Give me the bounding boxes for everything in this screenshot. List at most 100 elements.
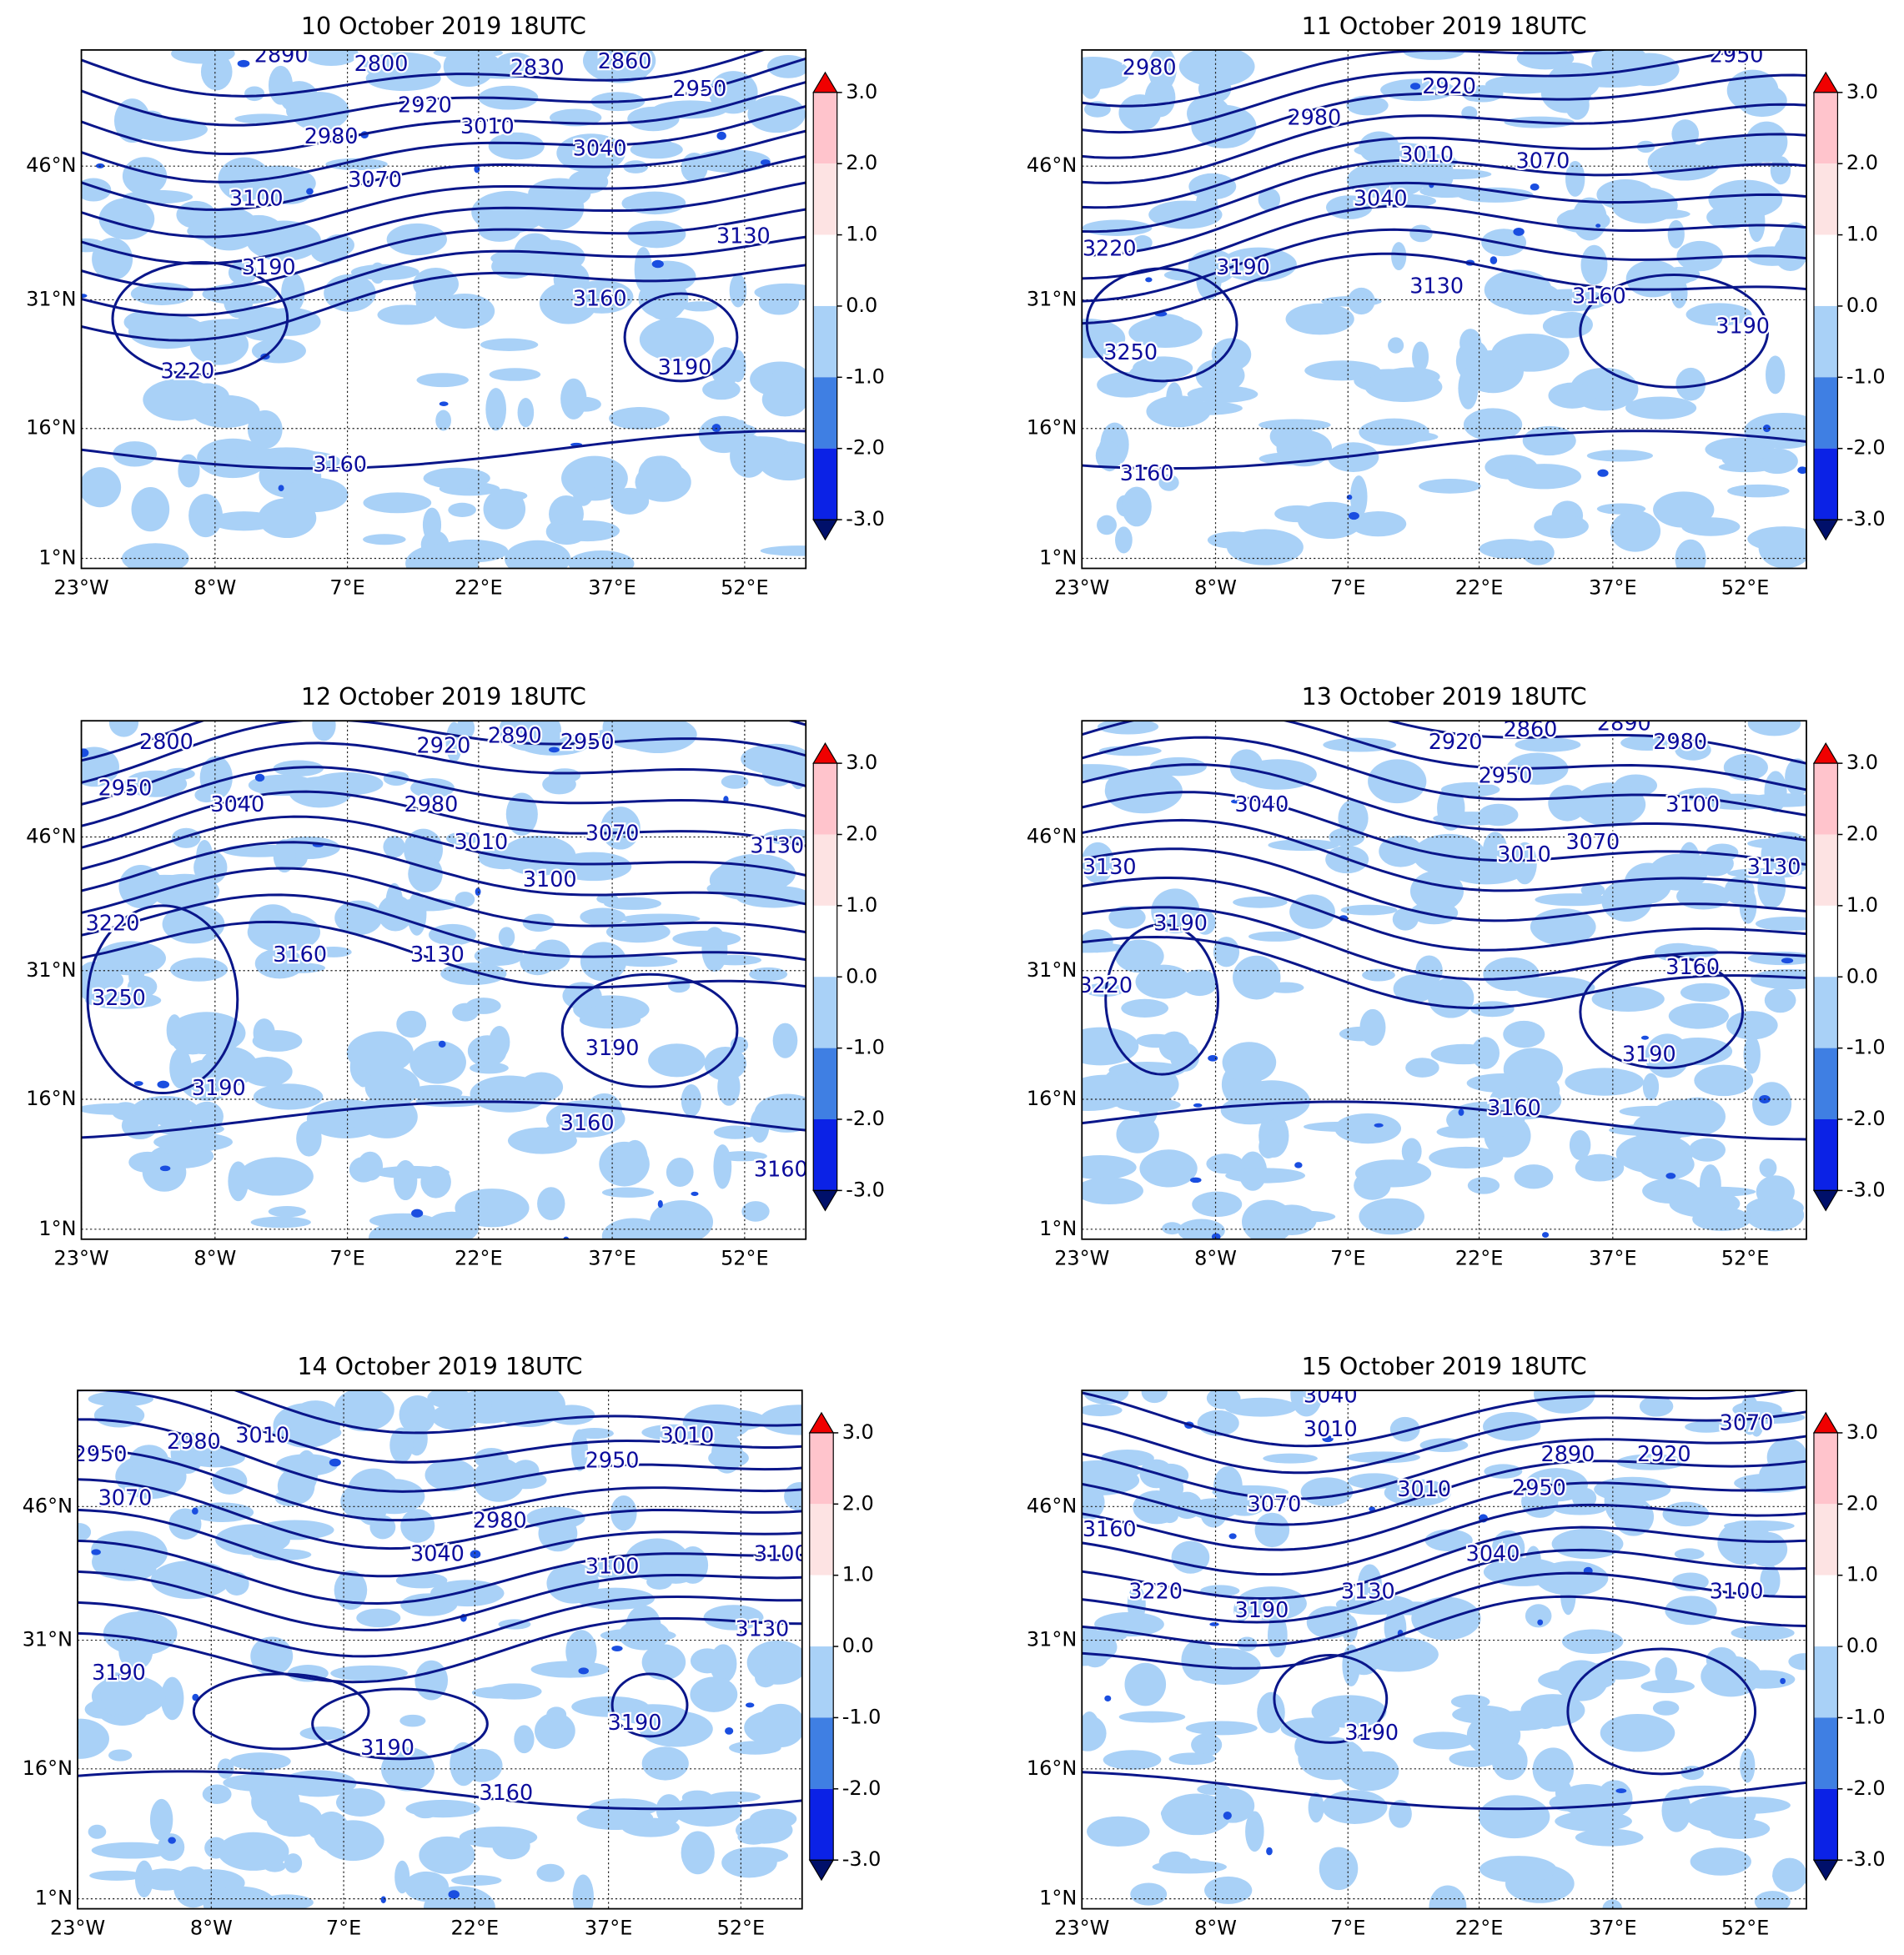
shading-blob [202, 1784, 232, 1804]
shading-blob [1565, 89, 1590, 120]
shading-blob [1746, 1531, 1788, 1567]
shading-blob [1788, 1653, 1806, 1671]
contour-label: 3100 [585, 1555, 640, 1580]
shading-blob [1723, 754, 1768, 781]
shading-blob [113, 98, 151, 143]
shading-blob [284, 1853, 303, 1873]
contour-label: 2830 [510, 55, 565, 80]
shading-blob [1342, 1644, 1360, 1686]
shading-blob [471, 1686, 523, 1699]
shading-blob [1575, 1153, 1625, 1182]
shading-blob [1632, 1112, 1687, 1144]
shading-blob [1409, 870, 1464, 912]
contour-label: 3040 [1354, 187, 1408, 212]
shading-blob [1082, 1485, 1105, 1520]
shading-blob [1600, 1663, 1628, 1677]
lat-label: 16°N [1027, 416, 1077, 440]
shading-blob [1653, 491, 1715, 528]
shading-blob [310, 771, 384, 796]
map-panel: 2860 2890 2920 2980 2950 3040 3100 3010 3070 3130… [1082, 721, 1806, 1239]
contour-line [78, 1418, 802, 1493]
contour-label: 3190 [1153, 911, 1208, 936]
shading-blob [1118, 1711, 1186, 1723]
shading-blob [330, 1665, 408, 1681]
shading-blob [489, 1026, 510, 1058]
shading-blob [1300, 1477, 1354, 1506]
contour-label: 2950 [1479, 764, 1533, 789]
shading-blob [1158, 1031, 1190, 1061]
shading-spot [1458, 1108, 1464, 1116]
shading-blob [1378, 431, 1439, 443]
shading-blob [681, 301, 718, 312]
shading-blob [1412, 341, 1429, 373]
shading-blob [565, 1630, 597, 1673]
shading-blob [264, 1860, 286, 1872]
shading-blob [1428, 977, 1474, 1018]
shading-spot [411, 1209, 424, 1218]
lat-label: 31°N [23, 1628, 73, 1651]
shading-blob [713, 1144, 732, 1189]
colorbar-tick-label: -3.0 [1846, 507, 1886, 530]
shading-blob [1772, 1868, 1806, 1884]
shading-spot [1193, 1103, 1203, 1108]
colorbar-extend-min [808, 1859, 835, 1882]
shading-blob [1761, 832, 1806, 877]
contour-line [1579, 274, 1770, 389]
contour-line [81, 208, 806, 291]
colorbar-tick-label: 3.0 [1846, 751, 1878, 774]
shading-blob [118, 865, 163, 908]
shading-blob [1257, 1691, 1285, 1734]
shading-blob [1377, 193, 1437, 209]
colorbar-tick-label: -3.0 [846, 1178, 885, 1201]
shading-blob [474, 946, 524, 966]
shading-spot [1537, 1619, 1544, 1626]
shading-blob [1706, 1646, 1737, 1673]
lon-label: 8°W [1194, 1247, 1237, 1270]
shading-blob [596, 893, 619, 904]
contour-label: 3040 [410, 1542, 465, 1567]
shading-blob [1532, 1747, 1575, 1792]
shading-blob [1675, 739, 1711, 761]
contour-label: 3250 [1103, 340, 1158, 365]
contour-line [78, 1508, 802, 1578]
shading-blob [247, 410, 283, 450]
shading-blob [1446, 1101, 1525, 1138]
shading-blob [1600, 1713, 1675, 1752]
contour-line [78, 1448, 802, 1522]
shading-blob [1118, 94, 1162, 132]
contour-label: 3160 [1572, 284, 1626, 309]
lat-label: 46°N [1027, 153, 1077, 177]
shading-blob [1391, 242, 1407, 270]
shading-blob [363, 492, 432, 514]
shading-blob [1304, 360, 1381, 381]
shading-blob [290, 92, 349, 131]
colorbar-segment [813, 163, 837, 235]
contour-label: 3040 [1304, 1383, 1358, 1408]
shading-blob [1334, 1113, 1402, 1144]
contour-label: 3040 [573, 137, 627, 162]
contour-line [1082, 252, 1806, 325]
shading-blob [100, 1672, 132, 1715]
shading-blob [1122, 486, 1152, 527]
colorbar-segment [809, 1504, 834, 1576]
shading-blob [356, 1608, 401, 1628]
shading-blob [1389, 1416, 1420, 1442]
shading-blob [601, 1187, 655, 1198]
shading-blob [118, 1633, 153, 1671]
map-frame [80, 720, 807, 1240]
shading-blob [78, 1523, 92, 1541]
contour-label: 2800 [354, 52, 409, 77]
shading-blob [495, 52, 535, 75]
contour-label: 3010 [1304, 1417, 1358, 1442]
shading-blob [711, 1433, 743, 1474]
lat-label: 31°N [26, 958, 76, 982]
contour-line [1082, 1771, 1806, 1811]
shading-blob [89, 1870, 144, 1881]
shading-blob [600, 1628, 676, 1643]
colorbar-segment [813, 1048, 837, 1119]
contour-label: 3070 [348, 168, 402, 193]
shading-blob [409, 1040, 466, 1084]
shading-blob [485, 388, 507, 431]
contour-line [78, 1539, 802, 1606]
contour-line [1082, 1548, 1806, 1624]
